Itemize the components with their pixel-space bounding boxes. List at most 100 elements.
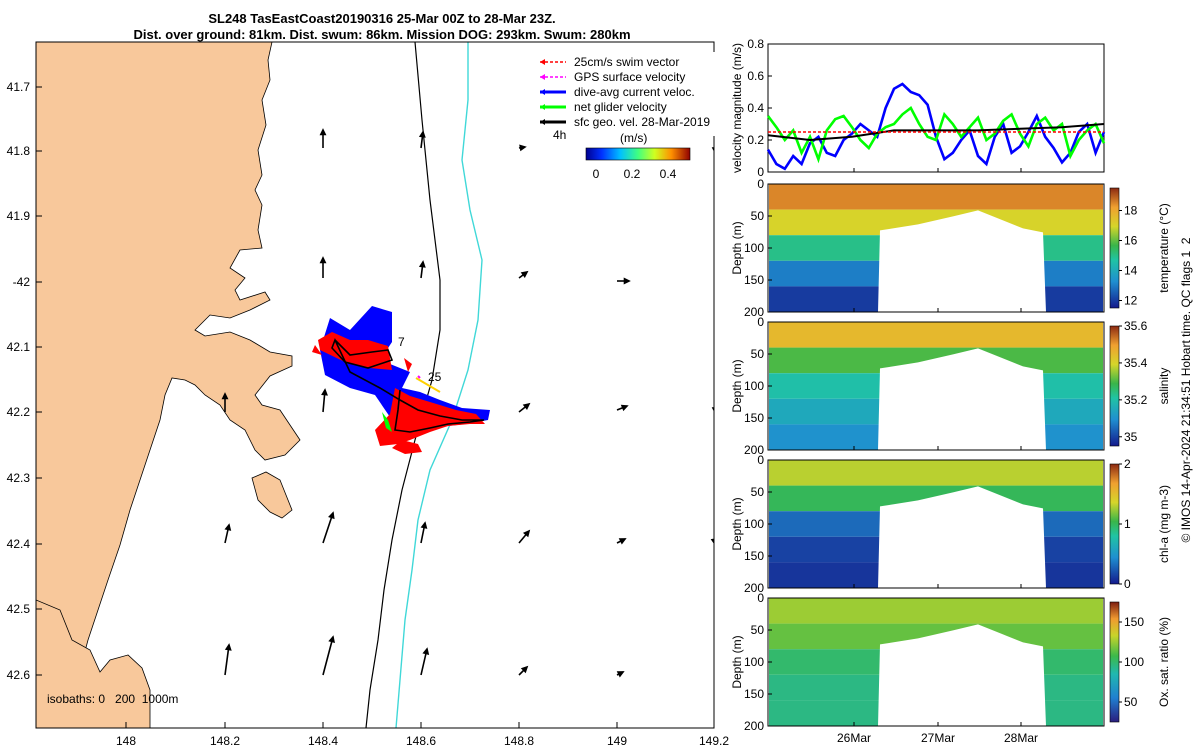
map-y-tick-label: 42.5 — [7, 602, 31, 616]
geo-arrowhead — [623, 277, 631, 285]
profile-seafloor-gap — [878, 210, 1046, 312]
speed-colorbar — [585, 147, 691, 161]
map-y-ticks: 41.7 41.8 41.9 -42 42.1 42.2 42.3 42.4 42.5 42.6 — [7, 80, 42, 682]
map-y-tick-label: 41.8 — [7, 144, 31, 158]
profile-colorbar-label: chl-a (mg m-3) — [1157, 485, 1171, 563]
track-label-25: 25 — [428, 370, 442, 384]
map-x-tick-label: 148.2 — [210, 734, 240, 748]
geo-arrowhead — [618, 538, 627, 545]
map-x-tick-label: 148.4 — [308, 734, 338, 748]
profile-y-tick-label: 100 — [744, 655, 764, 669]
geo-arrowhead — [224, 643, 232, 651]
profile-y-tick-label: 100 — [744, 379, 764, 393]
profile-colorbar-tick-label: 0 — [1124, 577, 1131, 591]
legend-label: dive-avg current veloc. — [574, 85, 695, 99]
map-x-tick-label: 148 — [116, 734, 136, 748]
map-y-tick-label: 41.7 — [7, 80, 31, 94]
velocity-y-tick-label: 0.4 — [747, 101, 764, 115]
profile-y-tick-label: 0 — [757, 177, 764, 191]
profile-y-tick-label: 50 — [751, 209, 765, 223]
geo-arrowhead — [616, 671, 625, 678]
profile-layer — [769, 598, 1103, 624]
glider-track-line — [331, 337, 485, 433]
map-frame — [35, 41, 715, 729]
profile-panel-salinity: 0 50 100 150 200 Depth (m) 35 35.2 35.4 35.6 salin… — [730, 315, 1171, 457]
profile-colorbar-tick-label: 50 — [1124, 695, 1138, 709]
profile-colorbar — [1109, 463, 1120, 585]
profile-layer — [769, 322, 1103, 348]
profile-ylabel: Depth (m) — [730, 635, 744, 688]
map-y-tick-label: 42.2 — [7, 405, 31, 419]
gps-leg-end — [417, 375, 421, 379]
geo-arrowhead — [620, 404, 629, 412]
colorbar-tick-1: 0.2 — [624, 167, 641, 181]
geo-arrowhead — [328, 635, 335, 644]
geo-arrow — [322, 636, 334, 676]
profile-colorbar-tick-label: 150 — [1124, 615, 1144, 629]
title-line-1: SL248 TasEastCoast20190316 25-Mar 00Z to… — [208, 11, 555, 26]
geo-arrowhead — [522, 402, 531, 411]
velocity-series — [766, 82, 1106, 171]
geo-arrowhead — [321, 388, 328, 396]
profile-colorbar-tick-label: 35.2 — [1124, 393, 1148, 407]
profile-y-tick-label: 200 — [744, 719, 764, 733]
profile-y-tick-label: 200 — [744, 581, 764, 595]
profile-x-tick-label: 26Mar — [837, 731, 871, 745]
geo-arrow — [713, 149, 714, 150]
geo-arrowhead — [418, 130, 426, 138]
profile-layer — [769, 184, 1103, 210]
isobath-1000m — [395, 42, 483, 728]
dive-avg-current-area — [320, 306, 490, 438]
profile-y-tick-label: 100 — [744, 241, 764, 255]
velocity-series-line — [766, 106, 1106, 164]
profile-panel-chl-a: 0 50 100 150 200 Depth (m) 0 1 2 chl-a (mg m-3) — [730, 453, 1171, 595]
profile-ylabel: Depth (m) — [730, 221, 744, 274]
velocity-panel: 0 0.2 0.4 0.6 0.8 velocity magnitude (m/s) — [730, 37, 1106, 179]
geo-arrowhead — [319, 256, 327, 264]
profile-colorbar-tick-label: 35.6 — [1124, 319, 1148, 333]
profile-panel-oxygen-saturation: 0 50 100 150 200 Depth (m) 50 100 150 Ox. sat. ra… — [730, 591, 1171, 733]
legend-label: sfc geo. vel. 28-Mar-2019 — [574, 115, 710, 129]
profile-colorbar-tick-label: 14 — [1124, 264, 1138, 278]
legend-arrowhead — [540, 74, 545, 80]
geo-arrow — [713, 409, 714, 410]
profile-seafloor-gap — [878, 348, 1046, 450]
geo-arrowhead — [224, 523, 232, 531]
profile-y-tick-label: 50 — [751, 347, 765, 361]
profile-colorbar — [1109, 187, 1120, 309]
profile-x-ticks: 26Mar 27Mar 28Mar — [837, 168, 1038, 745]
profile-colorbar-tick-label: 1 — [1124, 517, 1131, 531]
profile-colorbar — [1109, 325, 1120, 447]
map-y-tick-label: 42.3 — [7, 471, 31, 485]
southern-peninsula — [36, 599, 151, 728]
track-label-7: 7 — [398, 335, 405, 349]
map-x-tick-label: 149.2 — [699, 734, 729, 748]
geo-arrowhead — [520, 665, 529, 674]
profile-colorbar-tick-label: 2 — [1124, 457, 1131, 471]
profile-colorbar-label: salinity — [1157, 368, 1171, 405]
side-note: © IMOS 14-Apr-2024 21:34:51 Hobart time.… — [1179, 237, 1193, 542]
legend-arrowhead — [540, 119, 545, 125]
gps-leg — [415, 377, 441, 393]
velocity-ylabel: velocity magnitude (m/s) — [730, 43, 744, 173]
legend-label: net glider velocity — [574, 100, 667, 114]
map-panel: 25 7 148 148.2 148.4 148.6 148.8 149 149.2 41.… — [7, 41, 729, 748]
isobaths-label: isobaths: 0 200 1000m — [47, 692, 178, 706]
profile-y-tick-label: 0 — [757, 453, 764, 467]
velocity-y-tick-label: 0.8 — [747, 37, 764, 51]
profile-colorbar — [1109, 601, 1120, 723]
velocity-y-tick-label: 0.6 — [747, 69, 764, 83]
legend-arrowhead — [540, 89, 545, 95]
profile-y-tick-label: 0 — [757, 591, 764, 605]
map-x-tick-label: 148.8 — [504, 734, 534, 748]
net-glider-segment — [382, 412, 392, 432]
velocity-y-ticks: 0 0.2 0.4 0.6 0.8 — [747, 37, 772, 179]
profile-panel-temperature: 0 50 100 150 200 Depth (m) 12 14 16 18 temperature… — [730, 177, 1171, 319]
profile-y-tick-label: 200 — [744, 305, 764, 319]
profile-x-tick-label: 27Mar — [921, 731, 955, 745]
map-y-tick-label: 42.6 — [7, 668, 31, 682]
profile-seafloor-gap — [878, 486, 1046, 588]
legend-arrowhead — [540, 104, 545, 110]
legend-arrowhead — [540, 59, 545, 65]
